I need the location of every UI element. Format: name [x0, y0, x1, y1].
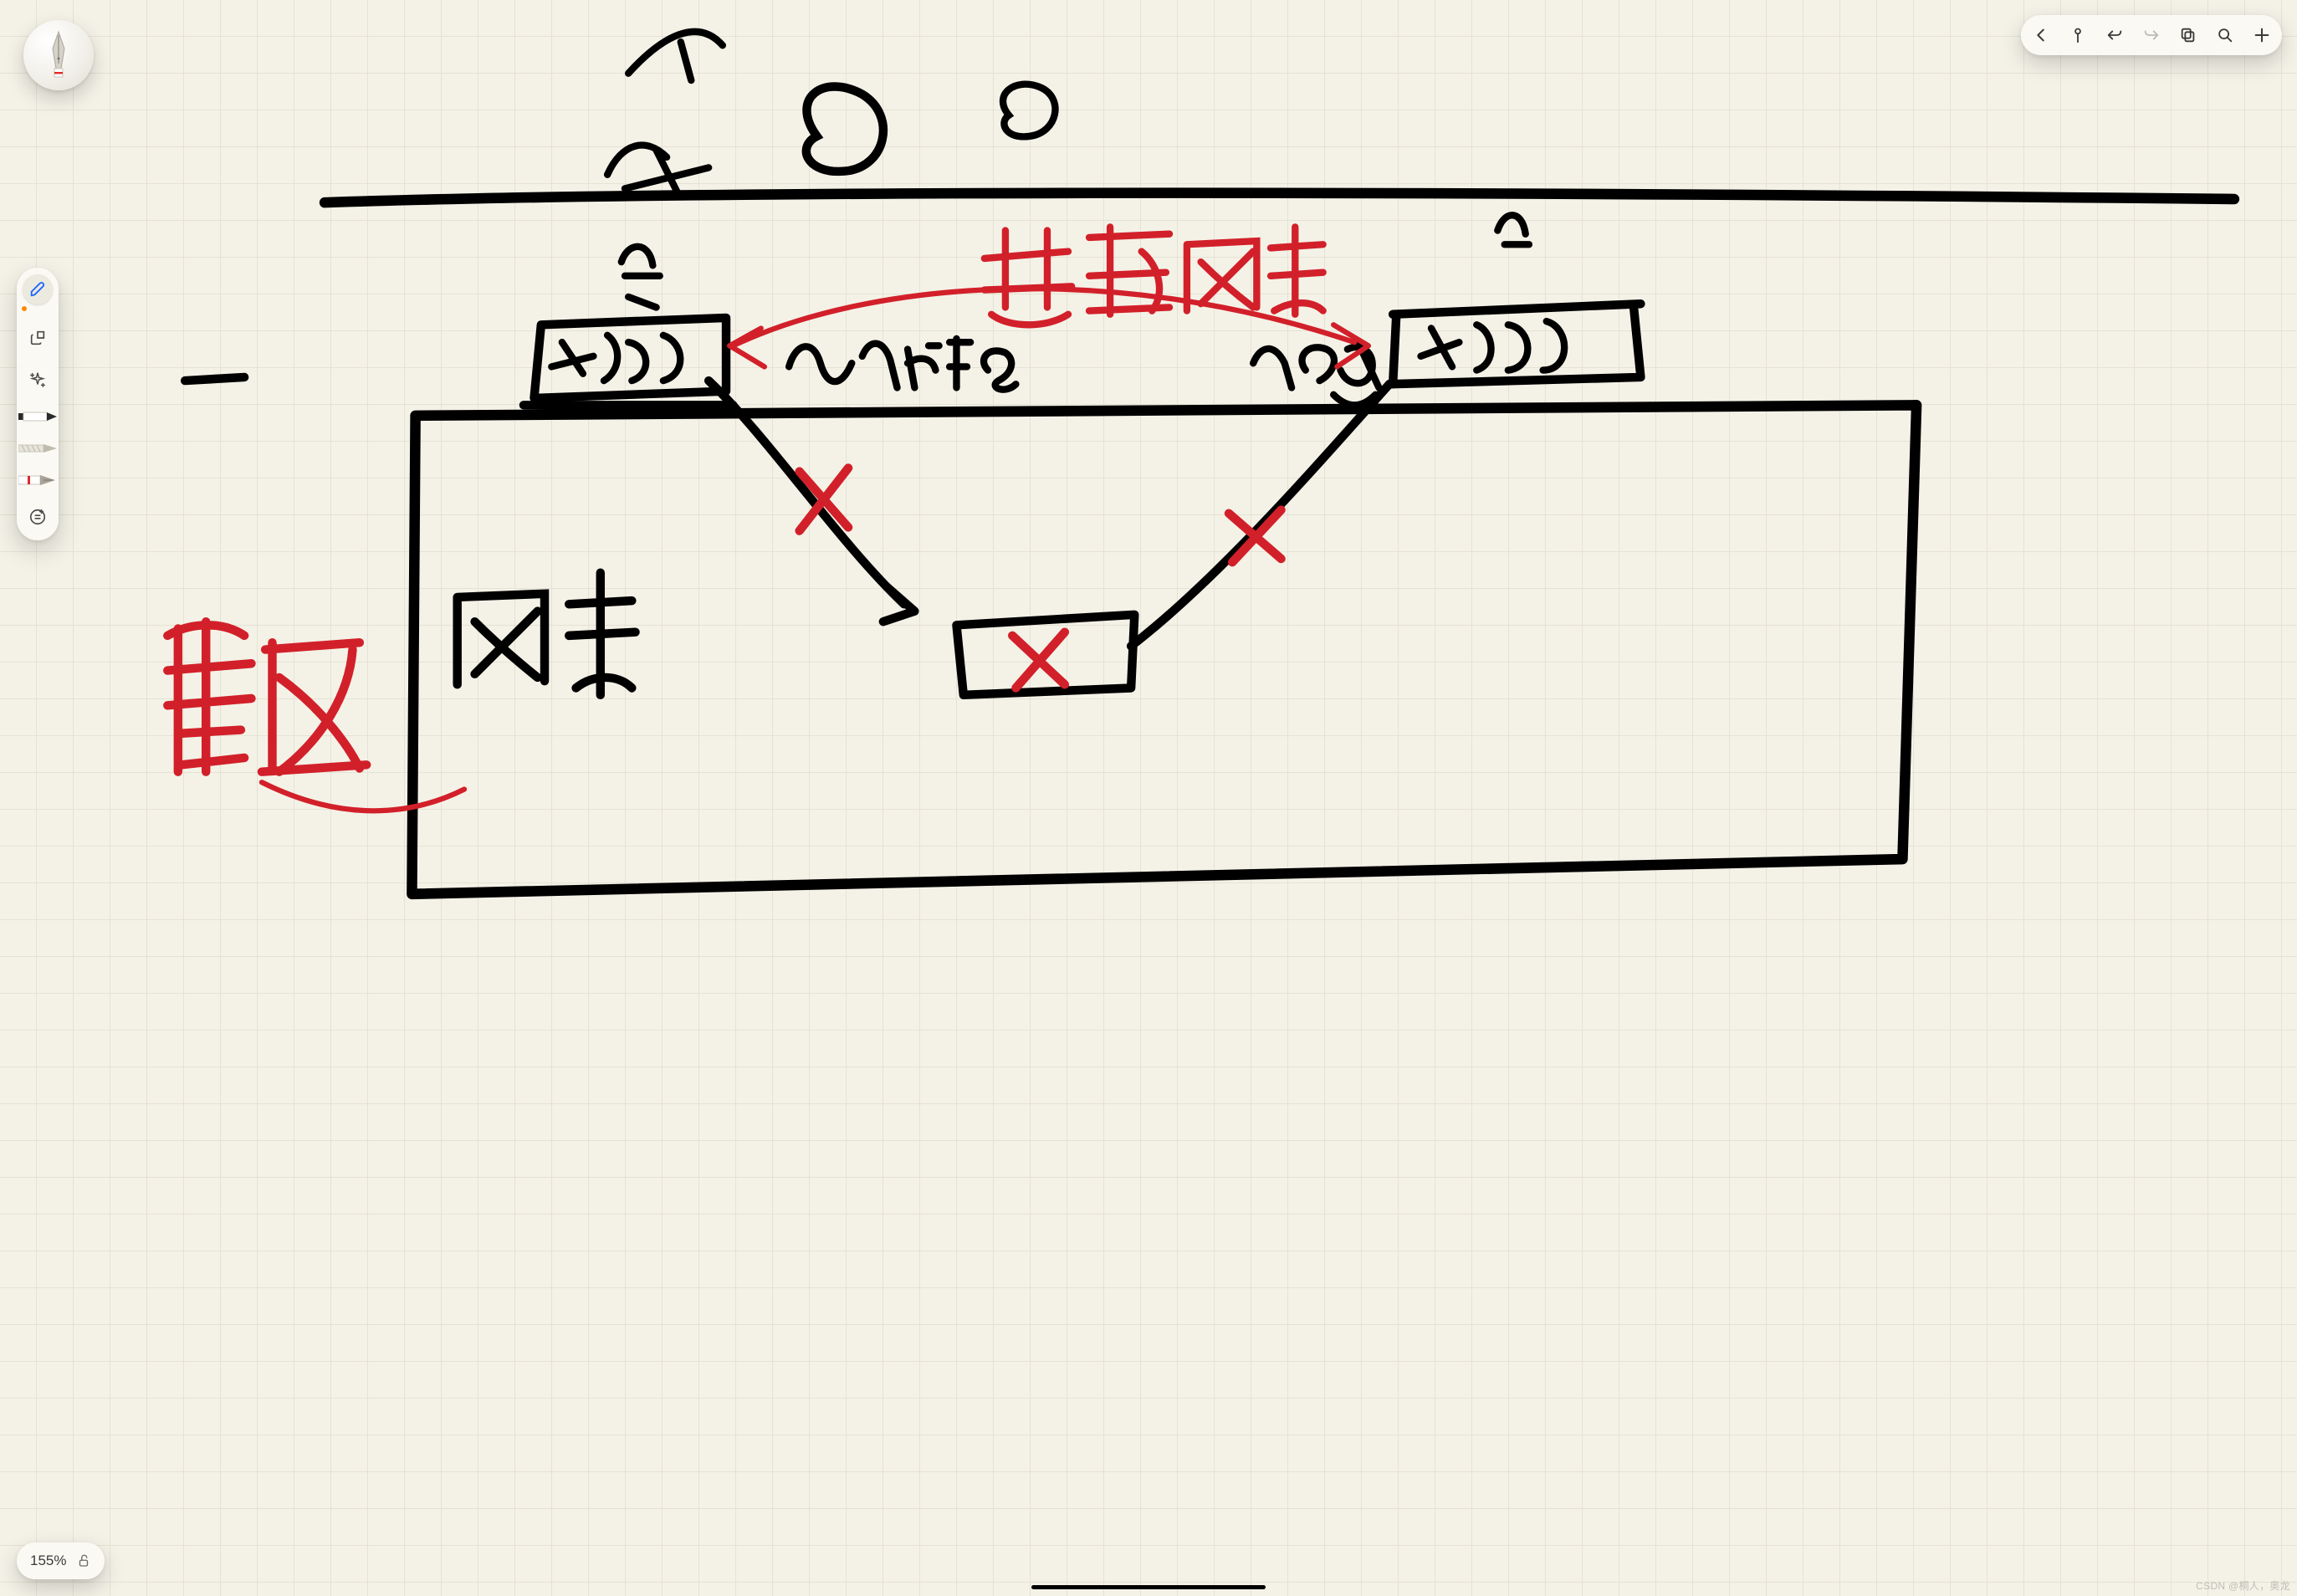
search-button[interactable] — [2213, 23, 2237, 47]
screw-pen-icon — [18, 439, 57, 458]
add-page-button[interactable] — [23, 502, 53, 532]
zoom-indicator[interactable]: 155% — [17, 1542, 105, 1579]
fine-pen-icon — [18, 407, 57, 426]
pin-button[interactable] — [2066, 23, 2090, 47]
fine-pen-slot[interactable] — [17, 407, 59, 427]
shape-tool-button[interactable] — [23, 323, 53, 353]
top-toolbar — [2021, 15, 2282, 55]
fountain-pen-icon — [48, 30, 69, 80]
undo-icon — [2105, 26, 2124, 44]
fountain-pen-icon — [18, 471, 57, 489]
screw-pen-slot[interactable] — [17, 438, 59, 458]
search-icon — [2216, 26, 2234, 44]
redo-icon — [2142, 26, 2161, 44]
pen-tool-button[interactable] — [23, 20, 94, 90]
accent-dot — [22, 306, 27, 311]
sparkle-icon — [28, 371, 47, 389]
pen-blue-button[interactable] — [23, 274, 53, 304]
pin-icon — [2069, 26, 2087, 44]
shape-icon — [28, 329, 47, 347]
chevron-left-icon — [2032, 26, 2050, 44]
plus-icon — [2253, 26, 2271, 44]
fountain-pen-slot[interactable] — [17, 470, 59, 490]
zoom-value: 155% — [30, 1553, 66, 1569]
pencil-icon — [28, 280, 47, 299]
undo-button[interactable] — [2103, 23, 2126, 47]
back-button[interactable] — [2029, 23, 2053, 47]
watermark: CSDN @桐人，奥龙 — [2196, 1578, 2290, 1593]
copy-button[interactable] — [2177, 23, 2200, 47]
ink-layer — [0, 0, 2297, 1596]
page-plus-icon — [28, 508, 47, 526]
copy-icon — [2179, 26, 2197, 44]
add-button[interactable] — [2250, 23, 2274, 47]
redo-button[interactable] — [2140, 23, 2163, 47]
note-canvas[interactable]: 155% CSDN @桐人，奥龙 — [0, 0, 2297, 1596]
unlock-icon — [76, 1553, 91, 1568]
tool-tray — [17, 268, 59, 540]
effects-tool-button[interactable] — [23, 365, 53, 395]
home-indicator — [1031, 1585, 1266, 1589]
